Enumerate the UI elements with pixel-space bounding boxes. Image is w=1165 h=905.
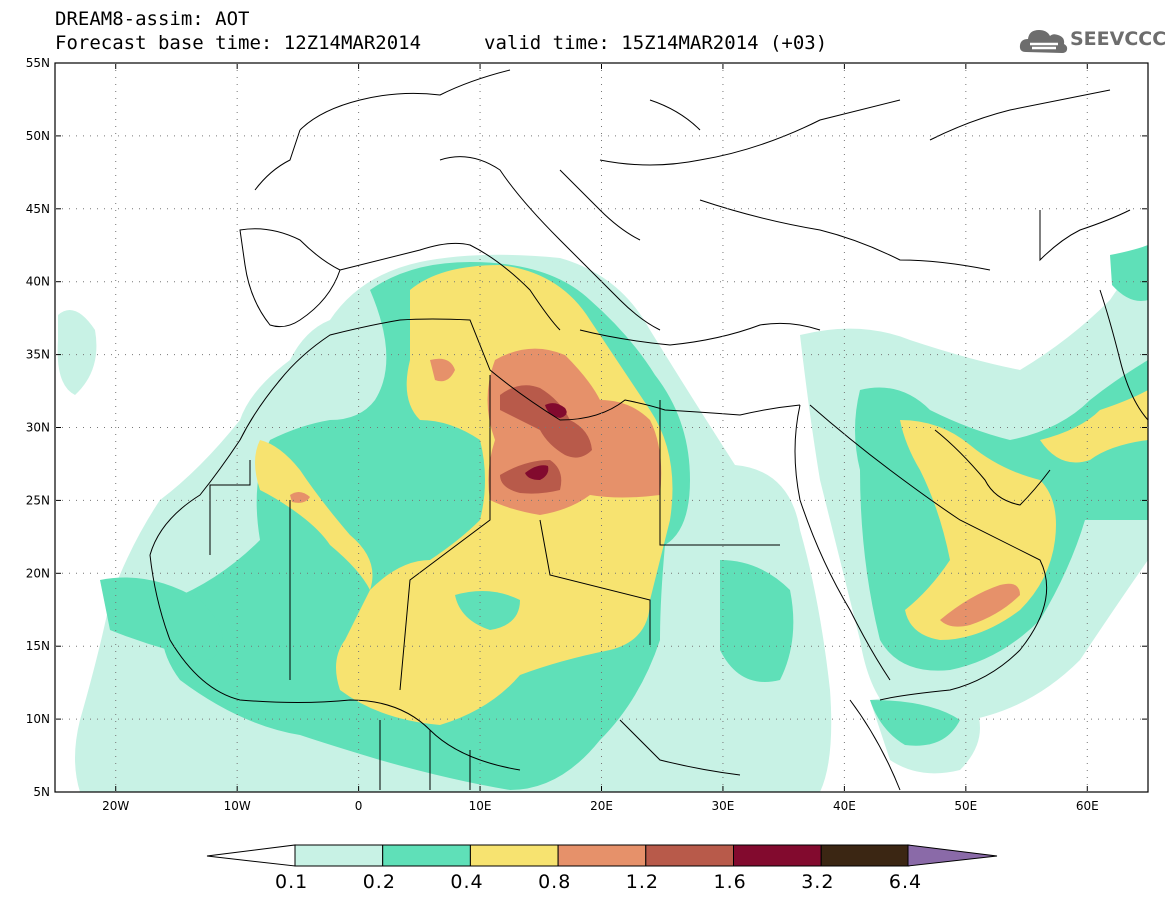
colorbar [206,844,998,867]
valid-time: valid time: 15Z14MAR2014 (+03) [484,32,828,54]
lat-label: 35N [26,348,50,362]
lat-label: 5N [33,785,50,799]
lon-label: 10W [224,799,251,813]
seevccc-logo: SEEVCCC [1018,22,1165,58]
lon-label: 30E [712,799,735,813]
logo-text: SEEVCCC [1070,28,1165,50]
colorbar-label: 0.8 [538,871,572,893]
colorbar-label: 0.4 [450,871,484,893]
lon-label: 20E [590,799,613,813]
graticule [55,63,1148,792]
colorbar-label: 1.2 [625,871,660,893]
lon-label: 10E [469,799,492,813]
forecast-base-time: Forecast base time: 12Z14MAR2014 [55,32,422,54]
colorbar-min-extension [206,844,296,867]
lon-label: 40E [833,799,856,813]
colorbar-cell [469,844,559,867]
lat-label: 25N [26,493,50,507]
colorbar-max-extension [907,844,998,867]
colorbar-label: 1.6 [713,871,747,893]
map-title: DREAM8-assim: AOT [55,8,250,30]
colorbar-cell [557,844,647,867]
colorbar-cell [820,844,910,867]
lon-label: 0 [355,799,363,813]
aot-field [57,245,1148,792]
lat-label: 10N [26,712,50,726]
lat-label: 20N [26,566,50,580]
colorbar-cell [645,844,734,867]
colorbar-cell [294,844,384,867]
colorbar-cell [733,844,822,867]
lat-label: 55N [26,56,50,70]
cloud-icon [1019,30,1068,53]
colorbar-label: 0.1 [275,871,309,893]
lat-label: 50N [26,129,50,143]
coastlines-and-borders [149,69,1148,791]
colorbar-label: 3.2 [801,871,835,893]
lon-label: 20W [102,799,129,813]
lon-label: 50E [954,799,977,813]
colorbar-label: 6.4 [888,871,923,893]
lat-label: 40N [26,275,50,289]
lat-label: 15N [26,639,50,653]
colorbar-label: 0.2 [362,871,396,893]
lon-label: 60E [1076,799,1099,813]
longitude-axis: 20W 10W 0 10E 20E 30E 40E 50E 60E [102,63,1099,813]
lat-label: 45N [26,202,50,216]
aot-level-1-6 [525,403,567,480]
lat-label: 30N [26,421,50,435]
colorbar-cell [382,844,471,867]
